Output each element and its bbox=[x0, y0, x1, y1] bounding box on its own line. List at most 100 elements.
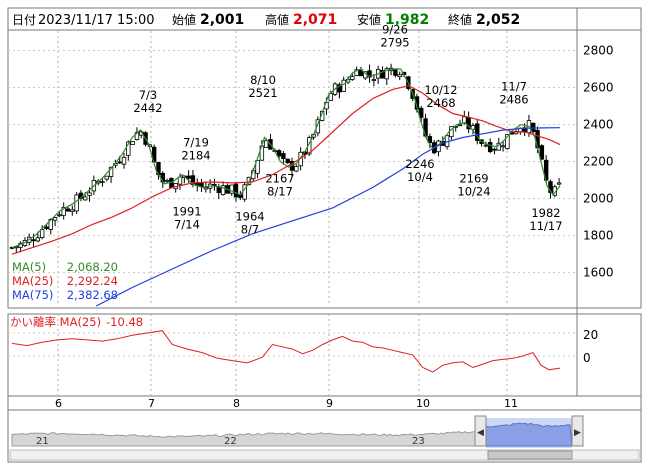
candle-body bbox=[462, 116, 467, 124]
price-tick-label: 2600 bbox=[583, 81, 614, 95]
candle-body bbox=[130, 141, 135, 145]
ma25-label: MA(25) bbox=[12, 274, 53, 288]
candle-body bbox=[104, 175, 109, 180]
close-value: 2,052 bbox=[476, 12, 520, 28]
date-axis-strip bbox=[7, 395, 642, 411]
candle-body bbox=[117, 161, 122, 164]
candle-body bbox=[457, 124, 463, 127]
annotation-value: 10/4 bbox=[407, 170, 433, 184]
ma75-label: MA(75) bbox=[12, 288, 53, 302]
candle-body bbox=[220, 185, 226, 195]
osc-tick-20: 20 bbox=[583, 328, 598, 342]
candle-body bbox=[397, 74, 402, 78]
navigator-left-handle[interactable] bbox=[474, 415, 487, 447]
open-label: 始値 bbox=[172, 12, 196, 27]
range-navigator[interactable]: 21 22 23 ◀ ▶ bbox=[9, 415, 640, 461]
price-tick-label: 2200 bbox=[583, 155, 614, 169]
candle-body bbox=[350, 76, 355, 80]
annotation-value: 2184 bbox=[181, 149, 210, 163]
oscillator-panel-frame bbox=[7, 313, 642, 397]
candle-body bbox=[199, 182, 204, 188]
candle-body bbox=[354, 69, 359, 76]
deviation-series bbox=[11, 330, 561, 373]
navigator-scrollbar[interactable] bbox=[9, 449, 640, 461]
annotation-date: 2246 bbox=[405, 157, 434, 171]
ma5-label: MA(5) bbox=[12, 260, 46, 274]
candle-body bbox=[83, 196, 88, 201]
right-arrow-icon: ▶ bbox=[574, 428, 581, 438]
candle-body bbox=[108, 166, 114, 177]
candle-body bbox=[500, 145, 506, 148]
oscillator-label: かい離率 MA(25) bbox=[10, 315, 101, 329]
price-axis: 1600 1800 2000 2200 2400 2600 2800 bbox=[583, 44, 614, 280]
candle-body bbox=[126, 141, 131, 156]
moving-average-series bbox=[11, 68, 561, 307]
annotation-date: 10/12 bbox=[424, 83, 457, 97]
price-tick-label: 1800 bbox=[583, 229, 614, 243]
annotation-value: 11/17 bbox=[529, 219, 562, 233]
annotation-date: 8/10 bbox=[250, 73, 276, 87]
month-axis: 6 7 8 9 10 11 bbox=[55, 397, 518, 410]
annotation-value: 8/7 bbox=[241, 222, 260, 236]
annotation-value: 2486 bbox=[499, 93, 528, 107]
month-tick-label: 10 bbox=[416, 397, 430, 410]
annotation-date: 1964 bbox=[235, 209, 264, 223]
candle-body bbox=[65, 208, 71, 212]
candle-body bbox=[255, 160, 260, 174]
candle-body bbox=[276, 150, 282, 157]
annotation-date: 7/3 bbox=[139, 88, 158, 102]
candle-body bbox=[337, 84, 342, 93]
month-tick-label: 7 bbox=[148, 397, 155, 410]
candle-body bbox=[281, 153, 286, 159]
annotation-date: 1991 bbox=[172, 204, 201, 218]
annotation-date: 11/7 bbox=[501, 80, 527, 94]
annotation-value: 10/24 bbox=[457, 184, 490, 198]
price-tick-label: 2000 bbox=[583, 192, 614, 206]
navigator-right-handle[interactable] bbox=[571, 415, 584, 447]
annotation-date: 2169 bbox=[459, 171, 488, 185]
candle-body bbox=[483, 144, 489, 147]
ma25-value: 2,292.24 bbox=[67, 274, 118, 288]
candle-body bbox=[74, 194, 79, 212]
annotation-value: 2795 bbox=[380, 35, 409, 49]
candle-body bbox=[164, 179, 170, 182]
candle-body bbox=[70, 209, 75, 212]
candle-body bbox=[35, 237, 41, 242]
high-label: 高値 bbox=[265, 12, 289, 27]
high-value: 2,071 bbox=[293, 12, 337, 28]
annotation-value: 7/14 bbox=[174, 217, 200, 231]
candle-body bbox=[263, 140, 269, 148]
candle-body bbox=[57, 214, 62, 217]
candle-body bbox=[315, 119, 321, 134]
candle-body bbox=[548, 181, 553, 193]
candle-body bbox=[44, 226, 49, 229]
low-value: 1,982 bbox=[385, 12, 429, 28]
ma-line-5 bbox=[11, 68, 561, 249]
candle-body bbox=[61, 206, 66, 216]
ma-line-75 bbox=[95, 127, 561, 307]
candle-body bbox=[52, 217, 58, 221]
main-panel-frame bbox=[7, 7, 642, 309]
navigator-year-23: 23 bbox=[412, 436, 425, 447]
candle-body bbox=[427, 136, 433, 144]
navigator-year-21: 21 bbox=[36, 436, 49, 447]
oscillator-value: -10.48 bbox=[106, 315, 143, 329]
candle-body bbox=[470, 125, 476, 130]
price-tick-label: 1600 bbox=[583, 266, 614, 280]
grid-lines bbox=[8, 31, 577, 396]
annotation-date: 9/26 bbox=[382, 22, 408, 36]
ma75-value: 2,382.68 bbox=[67, 288, 118, 302]
annotation-value: 8/17 bbox=[267, 185, 293, 199]
candle-body bbox=[233, 183, 239, 198]
candle-body bbox=[505, 134, 510, 149]
date-label: 日付 bbox=[12, 13, 36, 27]
navigator-scroll-thumb[interactable] bbox=[487, 450, 573, 460]
month-tick-label: 6 bbox=[55, 397, 62, 410]
deviation-line bbox=[11, 330, 561, 373]
candle-body bbox=[380, 70, 385, 79]
open-value: 2,001 bbox=[200, 12, 244, 28]
price-tick-label: 2400 bbox=[583, 118, 614, 132]
month-tick-label: 11 bbox=[504, 397, 518, 410]
